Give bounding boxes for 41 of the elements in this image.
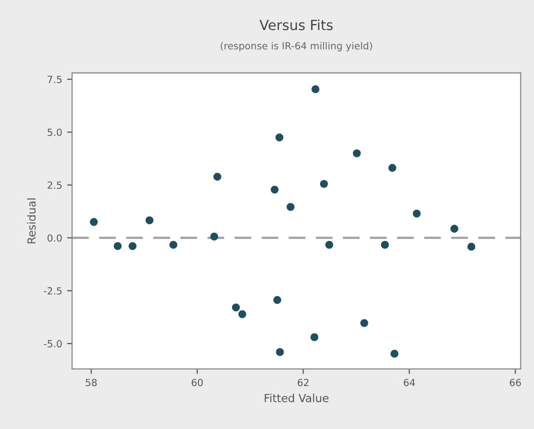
point bbox=[388, 164, 396, 172]
point bbox=[276, 348, 284, 356]
y-tick-label: -2.5 bbox=[44, 287, 62, 295]
point bbox=[128, 242, 136, 250]
y-tick-label: 0.0 bbox=[48, 234, 62, 242]
point bbox=[213, 172, 222, 181]
x-tick-label: 66 bbox=[510, 378, 521, 386]
point bbox=[273, 296, 282, 304]
chart-subtitle: (response is IR-64 milling yield) bbox=[220, 42, 372, 52]
point bbox=[238, 310, 246, 318]
x-axis-title: Fitted Value bbox=[264, 394, 328, 402]
point bbox=[450, 224, 458, 233]
y-tick-label: 7.5 bbox=[48, 76, 62, 84]
y-tick-label: 5.0 bbox=[48, 128, 62, 136]
point bbox=[467, 242, 476, 251]
point bbox=[169, 240, 178, 249]
point bbox=[286, 203, 294, 211]
x-tick-label: 64 bbox=[404, 378, 415, 386]
point bbox=[210, 232, 218, 241]
chart-title: Versus Fits bbox=[260, 19, 333, 30]
point bbox=[325, 240, 334, 249]
y-axis-title: Residual bbox=[27, 198, 36, 244]
point bbox=[312, 85, 320, 94]
point bbox=[360, 319, 368, 328]
x-tick-label: 58 bbox=[86, 378, 97, 386]
point bbox=[412, 210, 421, 218]
y-tick-label: 2.5 bbox=[48, 181, 62, 189]
point bbox=[90, 218, 98, 226]
point bbox=[320, 180, 328, 188]
y-tick-label: -5.0 bbox=[44, 340, 62, 348]
point bbox=[270, 186, 279, 194]
point bbox=[146, 216, 154, 224]
x-tick-label: 62 bbox=[298, 378, 308, 386]
point bbox=[232, 303, 240, 312]
point bbox=[310, 333, 318, 342]
point bbox=[275, 133, 284, 142]
point bbox=[380, 240, 389, 249]
point bbox=[390, 350, 398, 358]
point bbox=[352, 149, 361, 158]
x-tick-label: 60 bbox=[192, 378, 203, 386]
point bbox=[114, 242, 122, 250]
